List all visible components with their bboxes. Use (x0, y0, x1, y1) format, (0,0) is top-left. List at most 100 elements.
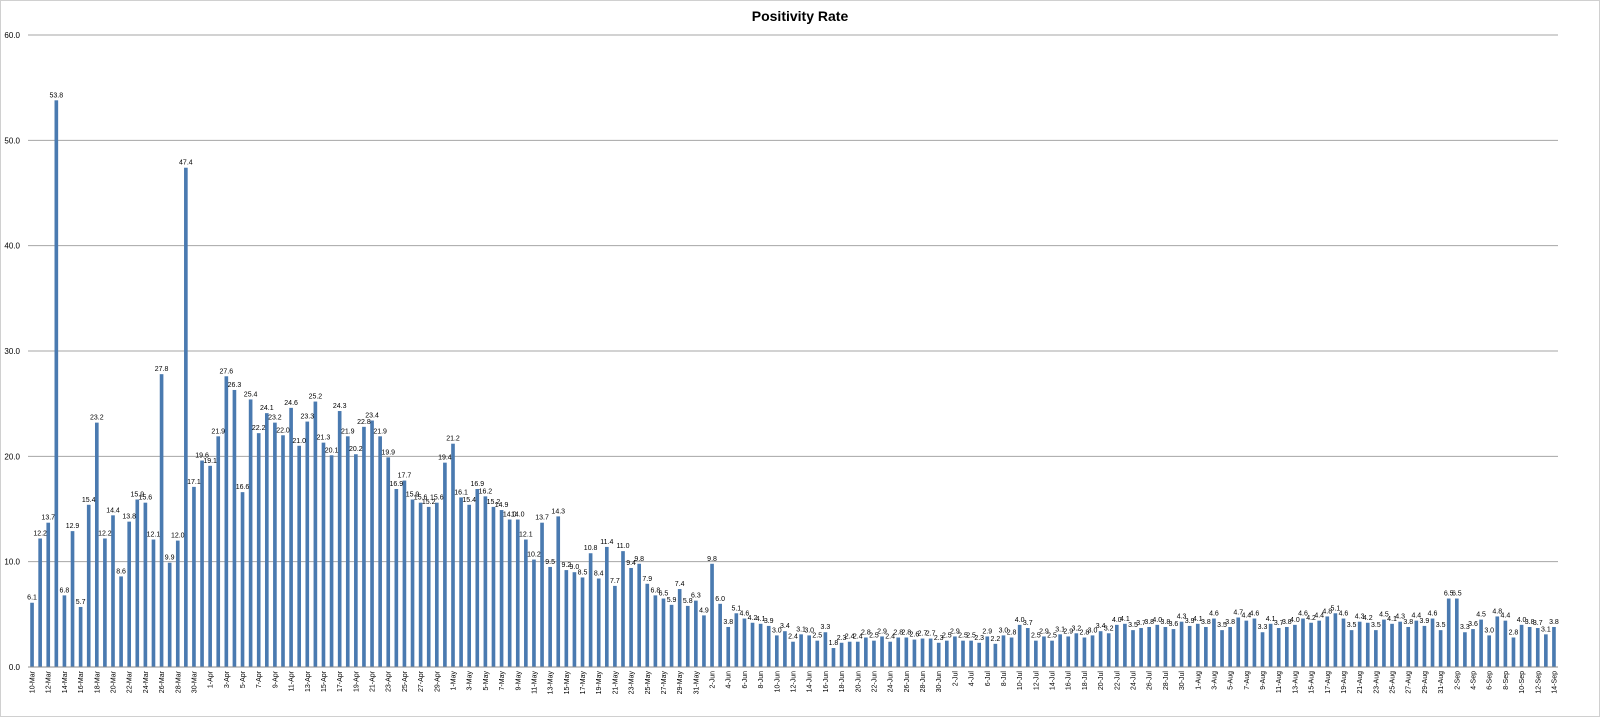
data-label: 14.0 (511, 512, 525, 519)
x-tick-label: 23-May (629, 671, 636, 695)
y-axis-tick-labels: 0.0 10.0 20.0 30.0 40.0 50.0 60.0 (4, 31, 20, 672)
data-label: 12.2 (98, 530, 112, 537)
data-label: 2.3 (934, 635, 944, 642)
y-tick-label: 60.0 (4, 31, 20, 40)
data-label: 6.0 (715, 596, 725, 603)
bar (1406, 626, 1411, 667)
bar (507, 519, 512, 667)
data-label: 3.0 (1484, 627, 1494, 634)
bar (394, 488, 399, 667)
x-tick-label: 5-Apr (240, 670, 247, 688)
data-label: 1.8 (829, 640, 839, 647)
data-label: 3.2 (1104, 625, 1114, 632)
data-label: 16.9 (390, 481, 404, 488)
bar (920, 638, 925, 667)
x-tick-label: 7-Apr (256, 670, 263, 688)
bar (1519, 624, 1524, 667)
bar (1325, 616, 1330, 667)
bar (1034, 640, 1038, 667)
bar (1333, 613, 1338, 667)
data-label: 4.8 (1322, 608, 1332, 615)
x-tick-label: 29-Apr (434, 670, 441, 692)
data-label: 3.0 (1088, 627, 1098, 634)
data-label: 3.9 (764, 618, 774, 625)
data-label: 2.2 (991, 636, 1001, 643)
y-tick-label: 0.0 (9, 663, 21, 672)
data-label: 12.9 (66, 523, 80, 530)
data-label: 2.7 (918, 631, 928, 638)
x-tick-label: 15-Apr (321, 670, 328, 692)
data-label: 4.6 (1298, 611, 1308, 618)
bar (1171, 629, 1176, 667)
data-label: 4.9 (699, 607, 709, 614)
data-label: 15.2 (422, 499, 436, 506)
bar (637, 563, 642, 667)
bar (1204, 626, 1208, 667)
bar (1187, 625, 1192, 667)
x-tick-label: 2-Jul (952, 671, 959, 687)
data-label: 13.7 (535, 515, 549, 522)
data-label: 3.1 (1055, 626, 1065, 633)
x-tick-label: 30-Jun (936, 671, 943, 693)
bar (1341, 618, 1346, 667)
data-label: 6.1 (27, 595, 37, 602)
x-tick-label: 19-Apr (353, 670, 360, 692)
data-label: 3.7 (1136, 620, 1146, 627)
x-tick-label: 26-Jun (904, 671, 911, 693)
data-label: 3.5 (1347, 622, 1357, 629)
data-label: 2.7 (926, 631, 936, 638)
bar (1535, 628, 1540, 667)
data-label: 2.9 (877, 628, 887, 635)
data-label: 2.9 (982, 628, 992, 635)
bar (1074, 633, 1079, 667)
y-tick-label: 40.0 (4, 242, 20, 251)
x-tick-label: 12-Mar (46, 670, 53, 693)
data-label: 53.8 (50, 92, 64, 99)
data-label: 16.2 (479, 488, 493, 495)
bar (410, 499, 415, 667)
x-tick-label: 5-Aug (1228, 671, 1235, 690)
x-tick-label: 15-May (564, 671, 571, 695)
bar (1357, 621, 1362, 667)
bar (54, 100, 59, 668)
x-tick-label: 11-Apr (289, 670, 296, 691)
bar (904, 637, 909, 667)
x-tick-label: 28-Mar (175, 670, 182, 693)
x-tick-label: 30-Jul (1179, 671, 1186, 691)
data-label: 2.8 (1080, 630, 1090, 637)
data-label: 27.8 (155, 366, 169, 373)
x-tick-label: 12-Jul (1033, 671, 1040, 691)
data-label: 6.8 (60, 587, 70, 594)
data-label: 13.8 (122, 514, 136, 521)
bar (694, 600, 698, 667)
bar (944, 640, 949, 667)
bar (1220, 630, 1224, 667)
data-label: 3.5 (1128, 622, 1138, 629)
bar (1025, 628, 1030, 667)
data-label: 14.3 (551, 508, 565, 515)
bar (248, 399, 253, 667)
bar (1163, 626, 1168, 667)
bar (872, 640, 876, 667)
bar (1212, 618, 1216, 667)
bar (491, 506, 496, 667)
x-tick-label: 5-May (483, 671, 490, 691)
bar (839, 642, 844, 667)
bar (159, 374, 164, 667)
data-label: 11.0 (616, 543, 629, 550)
data-label: 2.8 (901, 630, 911, 637)
bar (936, 642, 941, 667)
bar (175, 540, 180, 667)
bar (1511, 637, 1516, 667)
bar (799, 634, 803, 667)
bar (556, 516, 561, 667)
bar (378, 436, 382, 667)
bar (208, 465, 212, 667)
bar (1252, 618, 1257, 667)
data-label: 2.9 (1063, 628, 1073, 635)
x-tick-label: 1-Apr (208, 670, 215, 688)
x-tick-label: 3-Aug (1211, 671, 1218, 690)
bar (305, 421, 310, 667)
bar (524, 539, 528, 667)
x-tick-label: 31-Aug (1438, 671, 1445, 694)
